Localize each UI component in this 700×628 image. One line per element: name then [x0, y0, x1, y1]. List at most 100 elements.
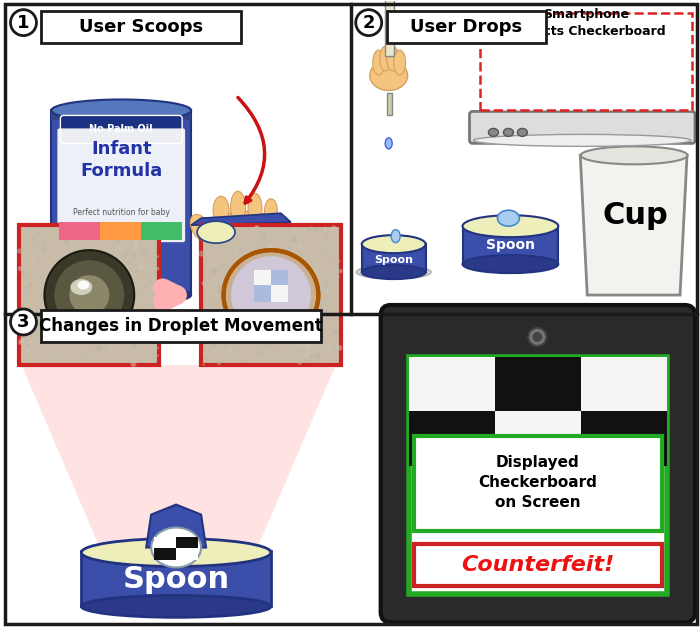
Circle shape: [281, 290, 286, 295]
Circle shape: [314, 359, 318, 364]
Circle shape: [126, 286, 129, 290]
Circle shape: [200, 346, 204, 350]
Circle shape: [331, 290, 334, 292]
Circle shape: [293, 237, 298, 242]
Circle shape: [234, 224, 237, 227]
Circle shape: [244, 224, 248, 228]
Circle shape: [211, 287, 216, 291]
Ellipse shape: [581, 146, 687, 165]
Circle shape: [338, 281, 341, 284]
Circle shape: [55, 260, 125, 330]
Circle shape: [330, 240, 335, 246]
Circle shape: [128, 349, 130, 352]
Circle shape: [36, 308, 38, 311]
Circle shape: [41, 269, 43, 271]
Circle shape: [284, 229, 286, 232]
Circle shape: [97, 254, 101, 257]
Circle shape: [137, 261, 143, 266]
Circle shape: [279, 332, 285, 337]
Bar: [20, 225, 159, 365]
Circle shape: [320, 313, 324, 318]
Circle shape: [126, 257, 132, 263]
Circle shape: [313, 338, 318, 344]
Ellipse shape: [51, 99, 191, 121]
Text: User Scoops: User Scoops: [79, 18, 203, 36]
Circle shape: [42, 247, 48, 253]
Circle shape: [312, 323, 316, 327]
Bar: [254, 270, 271, 287]
Ellipse shape: [81, 538, 271, 566]
Circle shape: [329, 276, 333, 280]
Circle shape: [48, 357, 53, 363]
Circle shape: [61, 302, 64, 305]
Circle shape: [210, 301, 215, 306]
Circle shape: [314, 321, 317, 323]
Circle shape: [155, 316, 159, 320]
Circle shape: [244, 309, 246, 312]
Circle shape: [43, 352, 49, 358]
Ellipse shape: [503, 128, 513, 136]
Circle shape: [277, 291, 281, 295]
Circle shape: [103, 264, 108, 269]
Circle shape: [276, 241, 281, 246]
Circle shape: [110, 234, 116, 239]
Circle shape: [97, 344, 101, 349]
Circle shape: [300, 259, 305, 265]
Circle shape: [116, 339, 121, 345]
Circle shape: [146, 246, 148, 248]
Circle shape: [144, 329, 148, 333]
Circle shape: [245, 353, 251, 359]
Circle shape: [29, 313, 34, 318]
Text: 3: 3: [18, 313, 29, 331]
Circle shape: [137, 257, 139, 260]
Circle shape: [221, 269, 226, 274]
Circle shape: [319, 252, 323, 256]
Bar: [271, 285, 288, 302]
Circle shape: [208, 286, 211, 289]
Circle shape: [234, 236, 239, 240]
Circle shape: [69, 340, 73, 344]
Circle shape: [55, 257, 58, 260]
Circle shape: [123, 355, 125, 357]
Bar: [386, 94, 392, 116]
Circle shape: [221, 340, 223, 342]
Circle shape: [337, 346, 342, 351]
Circle shape: [123, 262, 127, 266]
Circle shape: [285, 236, 290, 241]
Bar: [41, 310, 321, 342]
Circle shape: [34, 227, 36, 230]
Circle shape: [203, 250, 209, 256]
Circle shape: [10, 309, 36, 335]
Circle shape: [213, 263, 218, 268]
Circle shape: [209, 233, 214, 238]
Circle shape: [66, 267, 72, 273]
Circle shape: [267, 325, 270, 328]
Circle shape: [306, 266, 310, 269]
Circle shape: [199, 286, 204, 290]
Circle shape: [314, 312, 319, 317]
Bar: [154, 536, 176, 548]
Ellipse shape: [473, 134, 691, 146]
Circle shape: [302, 341, 308, 347]
Circle shape: [90, 288, 94, 291]
Circle shape: [215, 230, 219, 235]
Circle shape: [300, 231, 303, 234]
Circle shape: [250, 311, 255, 317]
Bar: [100, 222, 141, 240]
Circle shape: [25, 314, 31, 320]
Circle shape: [145, 231, 150, 237]
Text: Spoon: Spoon: [374, 255, 413, 265]
Circle shape: [287, 273, 291, 277]
Ellipse shape: [362, 265, 426, 279]
Circle shape: [288, 357, 293, 362]
Circle shape: [116, 296, 121, 300]
Circle shape: [269, 342, 272, 345]
Circle shape: [327, 251, 330, 254]
Bar: [581, 411, 667, 466]
Ellipse shape: [489, 128, 498, 136]
Bar: [60, 222, 100, 240]
Circle shape: [313, 322, 317, 326]
Circle shape: [246, 230, 251, 234]
Circle shape: [64, 283, 69, 287]
Circle shape: [96, 349, 101, 354]
